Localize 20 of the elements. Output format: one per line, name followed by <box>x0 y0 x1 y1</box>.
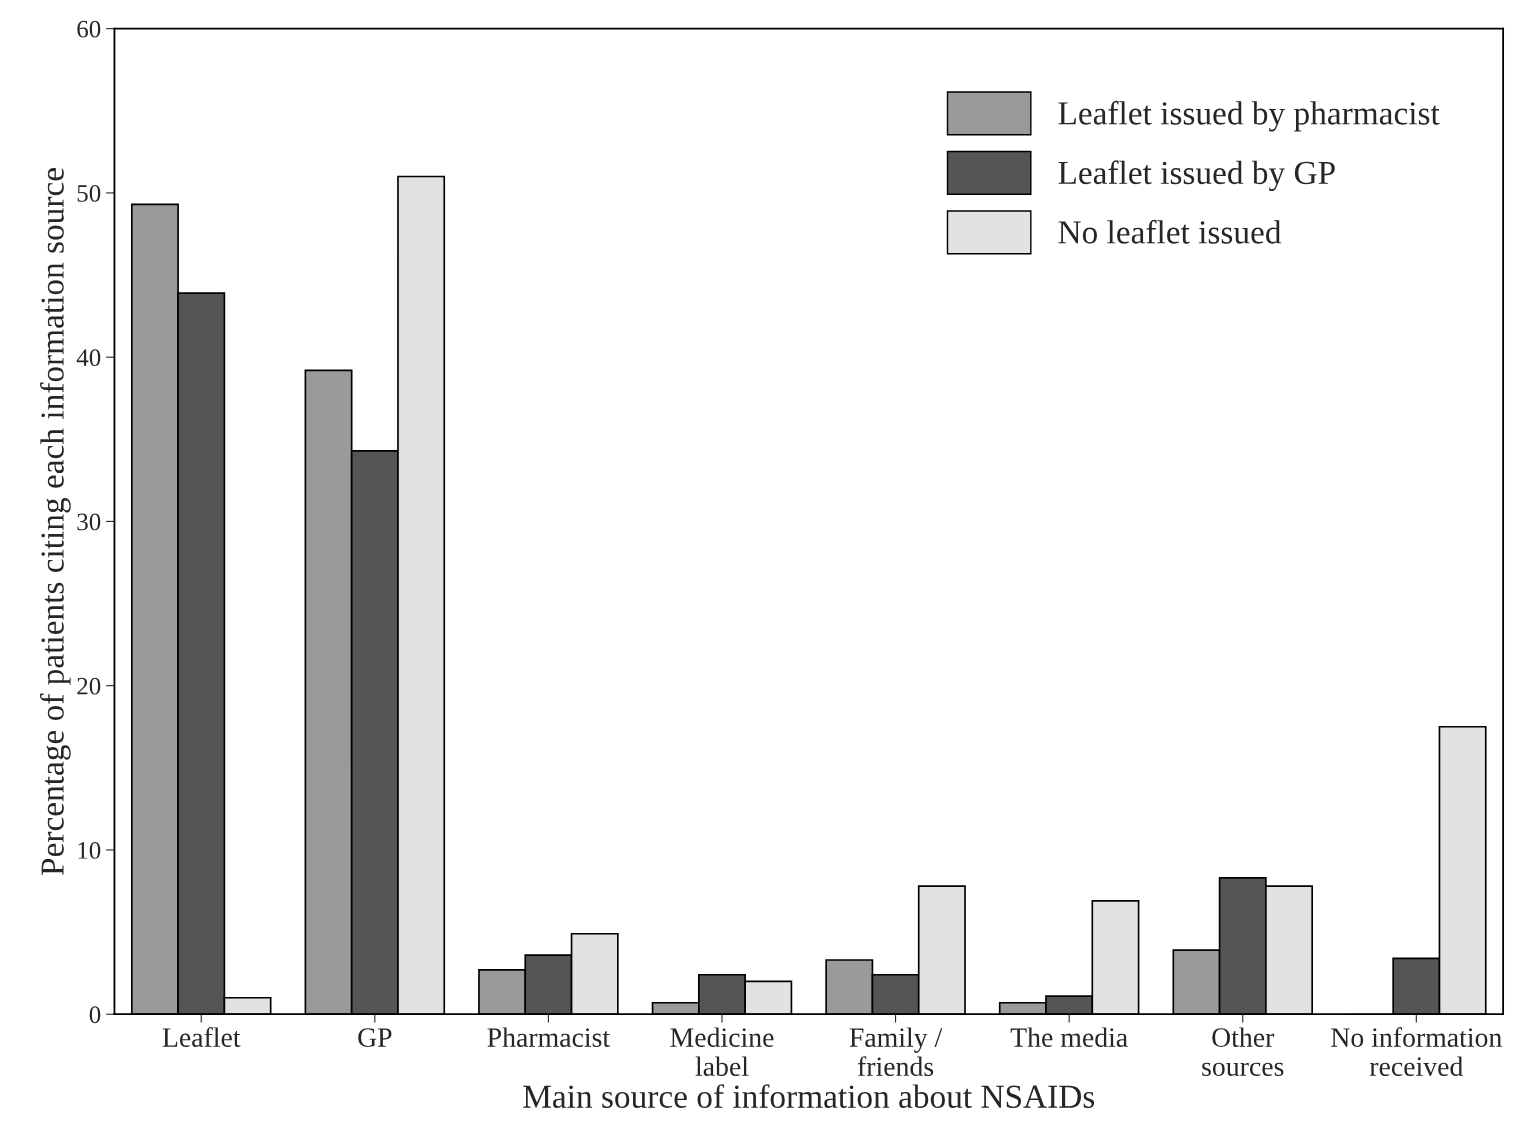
x-tick-label: Leaflet <box>162 1027 241 1047</box>
y-tick-label: 50 <box>77 184 101 202</box>
y-tick-label: 0 <box>89 1006 101 1024</box>
x-axis-title: Main source of information about NSAIDs <box>523 1084 1095 1108</box>
x-tick-label: The media <box>1010 1027 1128 1047</box>
x-tick-label: GP <box>358 1028 392 1047</box>
y-tick-label: 20 <box>77 677 101 695</box>
legend-label: Leaflet issued by pharmacist <box>1058 100 1440 132</box>
y-tick-label: 30 <box>77 513 101 531</box>
y-tick-label: 60 <box>77 20 101 38</box>
x-tick-label: Other sources <box>1202 1027 1284 1076</box>
y-axis-title: Percentage of patients citing each information source <box>40 168 71 875</box>
x-tick-label: No information received <box>1331 1027 1502 1076</box>
legend-label: No leaflet issued <box>1058 219 1282 244</box>
x-tick-label: Medicine label <box>670 1027 774 1076</box>
y-tick-label: 10 <box>78 842 101 859</box>
legend-label: Leaflet issued by GP <box>1058 160 1335 192</box>
y-tick-label: 40 <box>76 349 101 367</box>
x-tick-label: Family / friends <box>849 1027 943 1077</box>
x-tick-label: Pharmacist <box>487 1027 610 1047</box>
